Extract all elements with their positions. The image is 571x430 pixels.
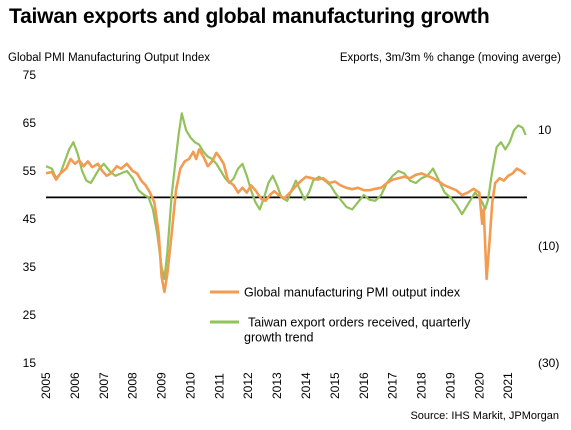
series-line-global-pmi [45,148,527,294]
left-axis-title: Global PMI Manufacturing Output Index [8,52,210,64]
y-left-tick-label: 65 [23,116,37,130]
x-tick-label: 2012 [241,372,255,399]
y-right-tick-label: (30) [538,356,559,370]
right-y-ticks: (30) (10) 10 [538,123,559,370]
x-tick-label: 2007 [97,372,111,399]
y-left-tick-label: 75 [23,68,37,82]
chart-title: Taiwan exports and global manufacturing … [9,5,490,28]
series-line-taiwan-exports [45,112,527,281]
right-axis-title: Exports, 3m/3m % change (moving averge) [339,52,561,64]
y-right-tick-label: (10) [538,239,559,253]
x-tick-label: 2016 [357,372,371,399]
x-tick-label: 2021 [501,372,515,399]
source-note: Source: IHS Markit, JPMorgan [410,410,559,422]
y-left-tick-label: 25 [23,308,37,322]
x-tick-label: 2013 [270,372,284,399]
y-right-tick-label: 10 [538,123,552,137]
x-tick-label: 2019 [443,372,457,399]
x-tick-label: 2011 [212,373,226,399]
legend: Global manufacturing PMI output index Ta… [210,286,471,345]
x-tick-label: 2018 [415,372,429,399]
x-tick-label: 2006 [68,372,82,399]
legend-label-taiwan-exports: Taiwan export orders received, quarterly… [244,316,471,345]
x-tick-label: 2009 [155,372,169,399]
y-left-tick-label: 45 [23,212,37,226]
left-y-ticks: 15 25 35 45 55 65 75 [23,68,37,370]
x-tick-label: 2017 [386,372,400,399]
x-tick-label: 2005 [39,372,53,399]
x-tick-label: 2020 [472,372,486,399]
x-tick-label: 2015 [328,372,342,399]
legend-label-global-pmi: Global manufacturing PMI output index [244,286,461,300]
y-left-tick-label: 55 [23,164,37,178]
x-tick-label: 2008 [126,372,140,399]
x-tick-label: 2010 [183,372,197,399]
x-ticks: 2005 2006 2007 2008 2009 2010 2011 2012 2013 2014… [39,372,515,399]
y-left-tick-label: 35 [23,260,37,274]
x-tick-label: 2014 [299,372,313,399]
y-left-tick-label: 15 [23,356,37,370]
